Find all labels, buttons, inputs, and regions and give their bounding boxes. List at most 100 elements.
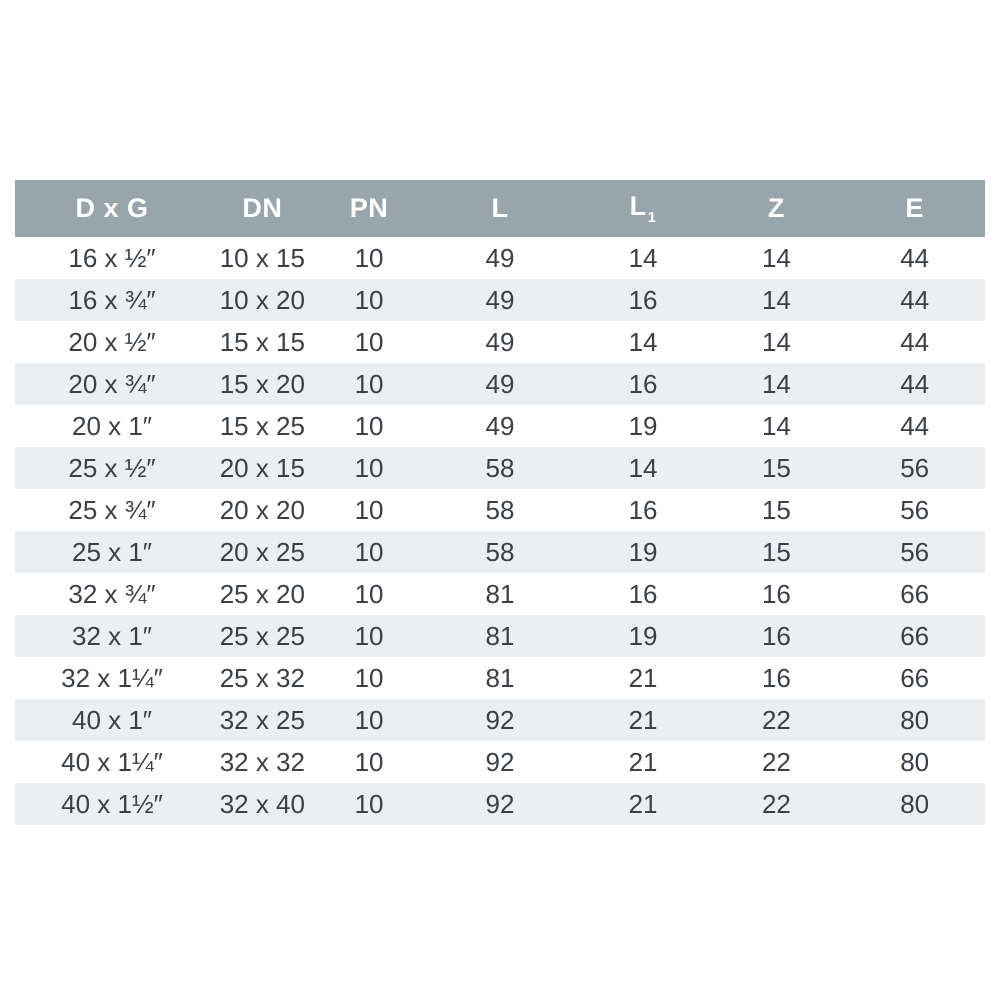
table-cell-z: 16 — [761, 578, 791, 609]
table-cell-l1: 16 — [628, 578, 658, 609]
header-label: E — [905, 193, 924, 223]
table-cell-pn: 10 — [354, 410, 384, 441]
table-cell-z: 14 — [761, 242, 791, 273]
header-cell-dn: DN — [209, 180, 316, 237]
header-label: PN — [349, 193, 389, 223]
table-cell-l: 81 — [485, 620, 515, 651]
table-cell-l1: 16 — [628, 284, 658, 315]
table-cell-l1: 14 — [628, 326, 658, 357]
header-subscript: 1 — [647, 209, 657, 226]
table-cell-l: 49 — [485, 368, 515, 399]
table-cell-l: 81 — [485, 662, 515, 693]
table-cell-dn: 20 x 15 — [219, 452, 305, 483]
table-cell-z: 15 — [761, 494, 791, 525]
table-cell-l1: 21 — [628, 746, 658, 777]
table-cell-l: 58 — [485, 494, 515, 525]
table-cell-dxg: 40 x 1½″ — [61, 788, 163, 819]
table-cell-l1: 14 — [628, 452, 658, 483]
table-cell-dxg: 25 x ¾″ — [68, 494, 156, 525]
table-cell-dxg: 16 x ¾″ — [68, 284, 156, 315]
header-cell-l1: L1 — [577, 180, 709, 237]
table-cell-dn: 32 x 40 — [219, 788, 305, 819]
header-label: L — [491, 193, 509, 223]
table-cell-e: 44 — [900, 242, 930, 273]
table-cell-e: 44 — [900, 284, 930, 315]
table-row: 32 x 1″ 25 x 25 10 81 19 16 66 — [15, 615, 985, 657]
table-cell-z: 14 — [761, 410, 791, 441]
table-cell-dxg: 40 x 1″ — [71, 704, 153, 735]
table-row: 40 x 1½″ 32 x 40 10 92 21 22 80 — [15, 783, 985, 825]
table-cell-e: 66 — [900, 662, 930, 693]
table-cell-e: 44 — [900, 410, 930, 441]
table-cell-dxg: 25 x ½″ — [68, 452, 156, 483]
table-cell-dn: 10 x 15 — [219, 242, 305, 273]
header-label: DN — [242, 193, 283, 223]
table-cell-pn: 10 — [354, 284, 384, 315]
table-cell-e: 66 — [900, 620, 930, 651]
table-cell-z: 22 — [761, 746, 791, 777]
table-cell-l: 49 — [485, 410, 515, 441]
table-cell-dn: 32 x 32 — [219, 746, 305, 777]
header-cell-l: L — [422, 180, 578, 237]
table-row: 40 x 1¼″ 32 x 32 10 92 21 22 80 — [15, 741, 985, 783]
table-cell-e: 56 — [900, 494, 930, 525]
table-cell-e: 56 — [900, 452, 930, 483]
dimensions-table: D x G DN PN L L1 Z E 16 x ½″ 10 x 15 10 49 14 14 44 1… — [15, 180, 985, 825]
table-cell-pn: 10 — [354, 242, 384, 273]
table-cell-l: 92 — [485, 788, 515, 819]
table-cell-dn: 25 x 20 — [219, 578, 305, 609]
table-body: 16 x ½″ 10 x 15 10 49 14 14 44 16 x ¾″ 10 x 20 10… — [15, 237, 985, 825]
header-cell-dxg: D x G — [15, 180, 209, 237]
table-cell-dn: 32 x 25 — [219, 704, 305, 735]
table-cell-z: 22 — [761, 788, 791, 819]
table-cell-dn: 25 x 25 — [219, 620, 305, 651]
table-cell-l1: 21 — [628, 662, 658, 693]
dimensions-table-container: D x G DN PN L L1 Z E 16 x ½″ 10 x 15 10 49 14 14 44 1… — [15, 180, 985, 825]
table-cell-l: 49 — [485, 326, 515, 357]
table-row: 25 x ½″ 20 x 15 10 58 14 15 56 — [15, 447, 985, 489]
table-cell-dn: 25 x 32 — [219, 662, 305, 693]
header-label: D x G — [75, 193, 149, 223]
table-cell-l1: 16 — [628, 494, 658, 525]
table-cell-pn: 10 — [354, 368, 384, 399]
table-cell-dxg: 32 x ¾″ — [68, 578, 156, 609]
table-row: 32 x ¾″ 25 x 20 10 81 16 16 66 — [15, 573, 985, 615]
table-cell-e: 44 — [900, 326, 930, 357]
table-cell-dn: 20 x 25 — [219, 536, 305, 567]
table-row: 20 x 1″ 15 x 25 10 49 19 14 44 — [15, 405, 985, 447]
table-cell-l: 58 — [485, 536, 515, 567]
table-row: 40 x 1″ 32 x 25 10 92 21 22 80 — [15, 699, 985, 741]
table-cell-dxg: 32 x 1¼″ — [61, 662, 163, 693]
table-cell-dxg: 16 x ½″ — [68, 242, 156, 273]
table-cell-pn: 10 — [354, 536, 384, 567]
table-cell-pn: 10 — [354, 788, 384, 819]
table-cell-z: 14 — [761, 284, 791, 315]
table-cell-pn: 10 — [354, 452, 384, 483]
table-cell-l: 49 — [485, 242, 515, 273]
header-cell-e: E — [844, 180, 985, 237]
table-header: D x G DN PN L L1 Z E — [15, 180, 985, 237]
table-cell-e: 80 — [900, 788, 930, 819]
table-cell-dn: 10 x 20 — [219, 284, 305, 315]
table-cell-pn: 10 — [354, 326, 384, 357]
table-row: 16 x ¾″ 10 x 20 10 49 16 14 44 — [15, 279, 985, 321]
table-cell-z: 14 — [761, 368, 791, 399]
table-cell-dn: 15 x 15 — [219, 326, 305, 357]
table-cell-e: 80 — [900, 704, 930, 735]
table-cell-dxg: 25 x 1″ — [71, 536, 153, 567]
header-label: Z — [767, 193, 785, 223]
table-row: 32 x 1¼″ 25 x 32 10 81 21 16 66 — [15, 657, 985, 699]
table-cell-pn: 10 — [354, 746, 384, 777]
table-cell-z: 16 — [761, 662, 791, 693]
header-cell-z: Z — [708, 180, 845, 237]
table-cell-dxg: 20 x ¾″ — [68, 368, 156, 399]
table-cell-e: 56 — [900, 536, 930, 567]
table-row: 25 x ¾″ 20 x 20 10 58 16 15 56 — [15, 489, 985, 531]
table-cell-e: 66 — [900, 578, 930, 609]
table-cell-pn: 10 — [354, 578, 384, 609]
header-label: L — [629, 191, 647, 221]
table-cell-l1: 19 — [628, 620, 658, 651]
table-cell-z: 14 — [761, 326, 791, 357]
table-cell-pn: 10 — [354, 620, 384, 651]
table-cell-z: 22 — [761, 704, 791, 735]
